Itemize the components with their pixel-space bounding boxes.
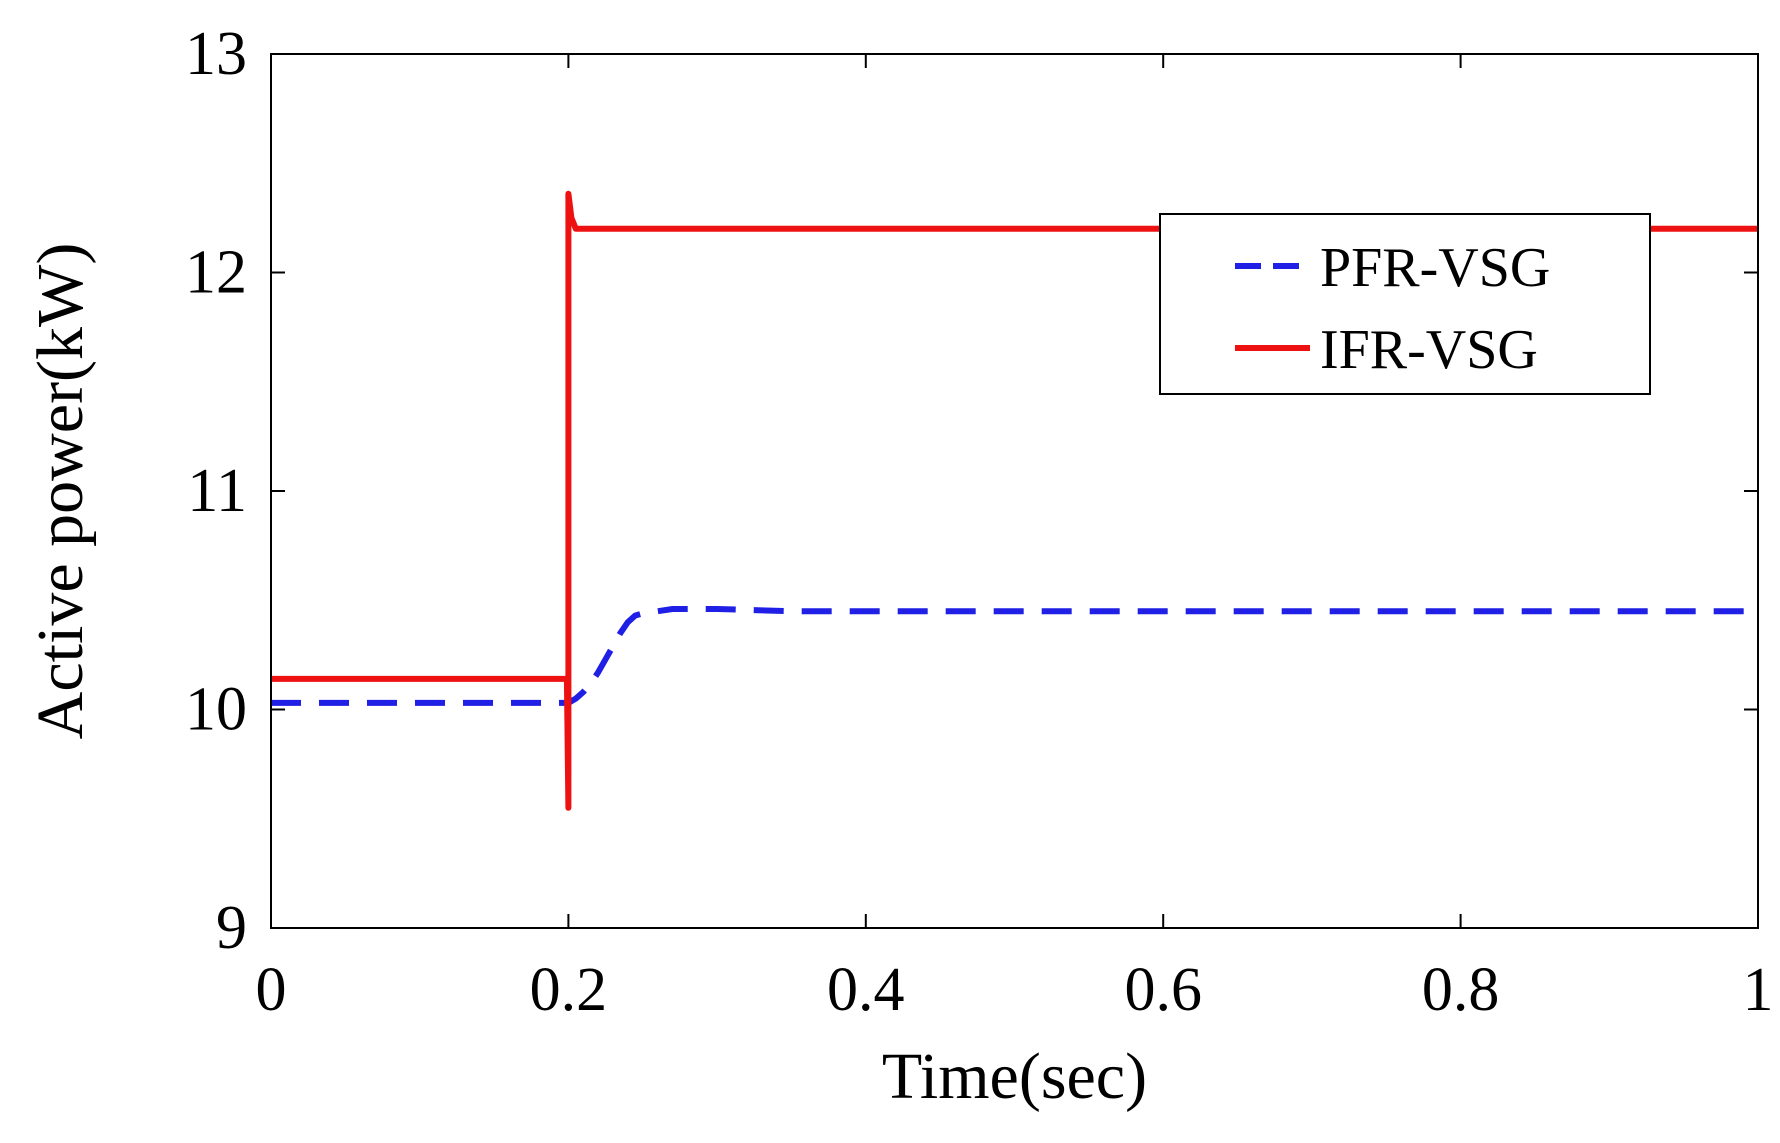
- legend-box: [1159, 213, 1651, 395]
- legend-label-ifr-vsg: IFR-VSG: [1320, 319, 1538, 381]
- y-axis-label: Active power(kW): [24, 243, 97, 740]
- x-tick-label-4: 0.8: [1422, 956, 1500, 1024]
- x-tick-label-0: 0: [256, 956, 287, 1024]
- y-tick-label-4: 13: [185, 20, 247, 88]
- x-tick-label-1: 0.2: [530, 956, 608, 1024]
- y-tick-label-0: 9: [216, 894, 247, 962]
- legend: PFR-VSG IFR-VSG: [1159, 213, 1651, 395]
- y-tick-label-3: 12: [185, 239, 247, 307]
- axis-ticks: 0 0.2 0.4 0.6 0.8 1 9 10 11 12 13: [185, 20, 1774, 1024]
- x-axis-label: Time(sec): [882, 1040, 1147, 1113]
- x-tick-label-3: 0.6: [1124, 956, 1202, 1024]
- y-tick-label-2: 11: [187, 457, 247, 525]
- y-tick-label-1: 10: [185, 676, 247, 744]
- x-tick-label-5: 1: [1743, 956, 1774, 1024]
- legend-label-pfr-vsg: PFR-VSG: [1320, 237, 1550, 299]
- x-tick-label-2: 0.4: [827, 956, 905, 1024]
- series-line-pfr-vsg: [271, 606, 1758, 706]
